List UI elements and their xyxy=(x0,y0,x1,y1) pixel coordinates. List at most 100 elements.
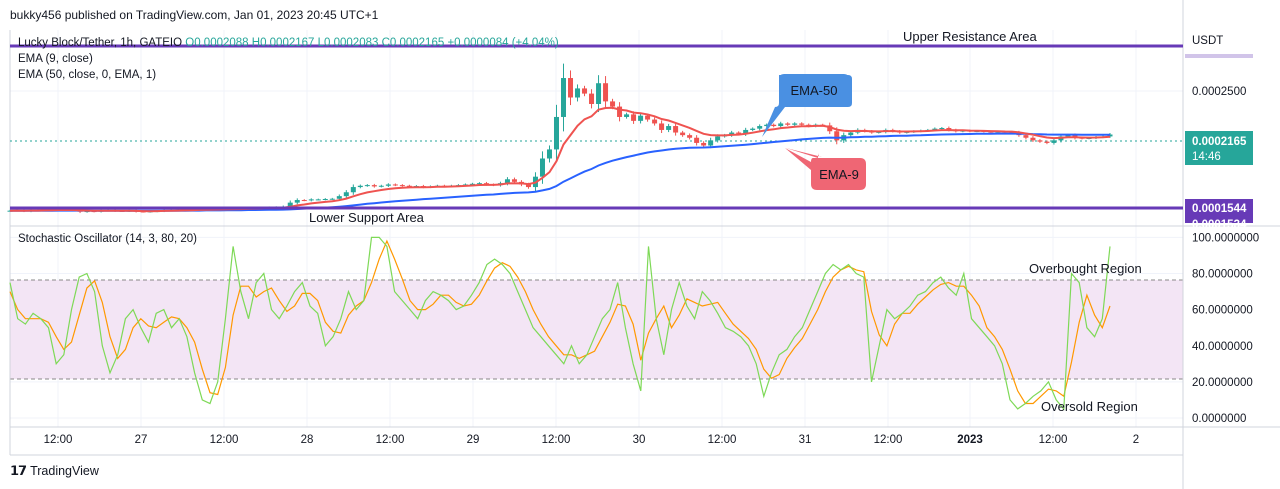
time-tick-label-3: 28 xyxy=(301,434,314,446)
time-tick-label-2: 12:00 xyxy=(210,434,239,446)
candle-body-80 xyxy=(568,78,574,98)
stoch-tick-label-4: 80.0000000 xyxy=(1192,269,1253,281)
upper-axis-highlight xyxy=(1185,54,1253,58)
candle-body-66 xyxy=(469,183,475,185)
candle-body-117 xyxy=(827,125,833,132)
ema9-line xyxy=(9,106,1111,213)
candle-body-89 xyxy=(631,114,637,121)
candle-body-91 xyxy=(645,115,651,120)
candle-body-48 xyxy=(343,192,349,197)
candle-body-76 xyxy=(539,158,545,177)
support-price-label: 0.0001544 xyxy=(1192,203,1247,215)
candle-body-103 xyxy=(729,132,735,136)
candle-body-77 xyxy=(546,149,552,159)
time-tick-label-0: 12:00 xyxy=(44,434,73,446)
ema50-callout-label: EMA-50 xyxy=(791,83,838,98)
tv-logo-icon: 𝟭𝟳 xyxy=(10,463,27,478)
ema50-legend[interactable]: EMA (50, close, 0, EMA, 1) xyxy=(18,69,157,81)
candle-body-111 xyxy=(785,123,791,125)
ema50-callout: EMA-50 xyxy=(762,74,852,137)
candle-body-44 xyxy=(315,199,321,201)
stoch-tick-label-5: 100.0000000 xyxy=(1192,232,1259,244)
time-tick-label-12: 12:00 xyxy=(1039,434,1068,446)
candle-body-53 xyxy=(378,185,384,187)
candle-body-56 xyxy=(399,185,405,187)
candle-body-108 xyxy=(764,124,770,127)
support-price-marker xyxy=(1185,199,1253,223)
candle-body-151 xyxy=(1065,135,1071,137)
candle-body-74 xyxy=(525,184,531,188)
last-price-marker xyxy=(1185,131,1253,165)
ema9-callout-label: EMA-9 xyxy=(819,167,859,182)
candle-body-84 xyxy=(596,83,602,104)
candle-body-81 xyxy=(575,88,581,98)
candle-body-85 xyxy=(603,83,609,102)
time-tick-label-6: 12:00 xyxy=(542,434,571,446)
candle-body-52 xyxy=(371,185,377,187)
candle-body-88 xyxy=(624,114,630,117)
candle-body-72 xyxy=(511,179,517,182)
candle-body-146 xyxy=(1030,137,1036,141)
candle-body-118 xyxy=(834,131,840,141)
stoch-legend[interactable]: Stochastic Oscillator (14, 3, 80, 20) xyxy=(18,233,197,245)
candle-body-113 xyxy=(799,123,805,125)
time-tick-label-9: 31 xyxy=(799,434,812,446)
candles xyxy=(7,63,1113,214)
candle-body-46 xyxy=(329,198,335,200)
stoch-k-line xyxy=(9,236,1111,411)
bar-countdown: 14:46 xyxy=(1192,151,1221,163)
candle-body-71 xyxy=(504,179,510,184)
time-tick-label-7: 30 xyxy=(633,434,646,446)
candle-body-49 xyxy=(350,187,356,193)
oversold-label: Oversold Region xyxy=(1041,399,1138,414)
candle-body-149 xyxy=(1051,140,1057,143)
candle-body-79 xyxy=(561,78,567,117)
time-tick-label-4: 12:00 xyxy=(376,434,405,446)
candle-body-83 xyxy=(589,93,595,104)
candle-body-40 xyxy=(287,202,293,207)
candle-body-93 xyxy=(659,123,665,130)
candle-body-67 xyxy=(476,183,482,185)
candle-body-51 xyxy=(364,185,370,187)
ema9-callout: EMA-9 xyxy=(785,148,866,190)
candle-body-100 xyxy=(708,140,714,146)
candle-body-101 xyxy=(715,136,721,141)
candle-body-133 xyxy=(939,128,945,129)
candle-body-97 xyxy=(687,135,693,138)
candle-body-54 xyxy=(385,184,391,186)
lower-support-label: Lower Support Area xyxy=(309,210,425,225)
overbought-label: Overbought Region xyxy=(1029,261,1142,276)
candle-body-55 xyxy=(392,184,398,186)
price-tick-label-0: 0.0002500 xyxy=(1192,86,1246,98)
candle-body-145 xyxy=(1023,135,1029,138)
candle-body-94 xyxy=(666,126,672,130)
stoch-band-fill xyxy=(10,280,1183,379)
publisher-attribution: bukky456 published on TradingView.com, J… xyxy=(10,8,379,22)
candle-body-112 xyxy=(792,123,798,125)
legend-symbol-row[interactable]: Lucky Block/Tether, 1h, GATEIO O0.000208… xyxy=(18,35,559,51)
tradingview-logo[interactable]: 𝟭𝟳 TradingView xyxy=(10,463,99,479)
ema9-legend[interactable]: EMA (9, close) xyxy=(18,53,93,65)
candle-body-86 xyxy=(610,101,616,107)
time-tick-label-1: 27 xyxy=(135,434,148,446)
support-partial-label: 0.0001534 xyxy=(1192,219,1247,231)
time-tick-label-10: 12:00 xyxy=(874,434,903,446)
candle-body-47 xyxy=(336,196,342,199)
stoch-tick-label-0: 0.0000000 xyxy=(1192,413,1246,425)
candle-body-90 xyxy=(638,115,644,121)
candle-body-107 xyxy=(757,126,763,129)
candle-body-104 xyxy=(736,132,742,134)
time-tick-label-13: 2 xyxy=(1133,434,1139,446)
candle-body-87 xyxy=(617,106,623,117)
ema50-line xyxy=(10,132,1110,212)
chart-legend: Lucky Block/Tether, 1h, GATEIO O0.000208… xyxy=(18,35,559,83)
candle-body-92 xyxy=(652,119,658,124)
candle-body-50 xyxy=(357,185,363,188)
time-tick-label-8: 12:00 xyxy=(708,434,737,446)
candle-body-45 xyxy=(322,199,328,201)
ohlc-values: O0.0002088 H0.0002167 L0.0002083 C0.0002… xyxy=(185,37,559,49)
candle-body-98 xyxy=(694,137,700,143)
time-tick-label-11: 2023 xyxy=(957,434,983,446)
time-axis-ticks: 12:00 27 12:00 28 12:00 29 12:00 30 12:00 31 12:00… xyxy=(44,434,1140,446)
